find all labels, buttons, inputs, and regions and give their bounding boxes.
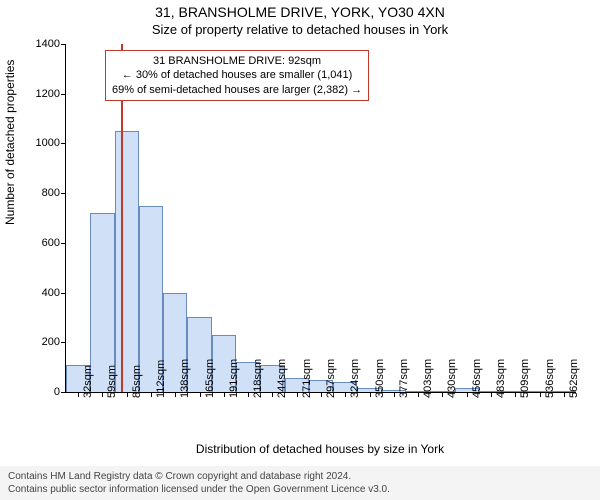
callout-line-1: 31 BRANSHOLME DRIVE: 92sqm — [112, 54, 362, 68]
x-tick-mark — [515, 392, 516, 397]
chart-container: { "title": "31, BRANSHOLME DRIVE, YORK, … — [0, 0, 600, 500]
x-tick-label: 483sqm — [495, 359, 507, 398]
x-tick-mark — [418, 392, 419, 397]
y-tick-mark — [61, 342, 66, 343]
y-tick-mark — [61, 392, 66, 393]
x-tick-label: 218sqm — [252, 359, 264, 398]
x-tick-label: 191sqm — [228, 359, 240, 398]
x-tick-label: 244sqm — [276, 359, 288, 398]
x-tick-label: 456sqm — [471, 359, 483, 398]
x-tick-label: 430sqm — [446, 359, 458, 398]
y-tick-mark — [61, 44, 66, 45]
chart-subtitle: Size of property relative to detached ho… — [0, 22, 600, 37]
chart-title: 31, BRANSHOLME DRIVE, YORK, YO30 4XN — [0, 4, 600, 20]
y-tick-mark — [61, 193, 66, 194]
y-tick-label: 200 — [42, 336, 60, 348]
x-tick-mark — [491, 392, 492, 397]
x-tick-mark — [272, 392, 273, 397]
x-tick-label: 509sqm — [519, 359, 531, 398]
y-tick-label: 400 — [42, 287, 60, 299]
x-tick-label: 32sqm — [82, 365, 94, 398]
x-tick-mark — [394, 392, 395, 397]
x-tick-mark — [564, 392, 565, 397]
footer-line-2: Contains public sector information licen… — [8, 483, 592, 496]
callout-line-3: 69% of semi-detached houses are larger (… — [112, 83, 362, 97]
y-tick-label: 600 — [42, 237, 60, 249]
footer: Contains HM Land Registry data © Crown c… — [0, 466, 600, 500]
x-tick-label: 403sqm — [422, 359, 434, 398]
x-tick-label: 562sqm — [568, 359, 580, 398]
y-tick-label: 0 — [54, 386, 60, 398]
x-tick-mark — [175, 392, 176, 397]
x-tick-mark — [467, 392, 468, 397]
y-axis-label: Number of detached properties — [3, 205, 17, 225]
x-tick-mark — [370, 392, 371, 397]
x-axis-label: Distribution of detached houses by size … — [65, 442, 575, 456]
y-tick-mark — [61, 243, 66, 244]
x-tick-label: 271sqm — [301, 359, 313, 398]
x-tick-mark — [200, 392, 201, 397]
x-tick-mark — [345, 392, 346, 397]
callout-box: 31 BRANSHOLME DRIVE: 92sqm ← 30% of deta… — [105, 50, 369, 101]
x-tick-label: 138sqm — [179, 359, 191, 398]
x-tick-label: 324sqm — [349, 359, 361, 398]
x-tick-mark — [78, 392, 79, 397]
x-tick-label: 112sqm — [155, 360, 167, 398]
x-tick-label: 297sqm — [325, 359, 337, 398]
x-tick-label: 59sqm — [106, 365, 118, 398]
callout-line-2: ← 30% of detached houses are smaller (1,… — [112, 68, 362, 82]
x-tick-mark — [102, 392, 103, 397]
x-tick-label: 85sqm — [131, 365, 143, 398]
x-tick-mark — [224, 392, 225, 397]
y-tick-label: 1200 — [36, 88, 60, 100]
x-tick-mark — [297, 392, 298, 397]
x-tick-label: 536sqm — [544, 359, 556, 398]
x-tick-mark — [248, 392, 249, 397]
y-tick-mark — [61, 293, 66, 294]
y-tick-mark — [61, 94, 66, 95]
x-tick-label: 377sqm — [398, 359, 410, 398]
x-tick-label: 350sqm — [374, 359, 386, 398]
y-tick-label: 800 — [42, 187, 60, 199]
x-tick-mark — [151, 392, 152, 397]
histogram-bar — [115, 131, 139, 392]
y-tick-mark — [61, 143, 66, 144]
footer-line-1: Contains HM Land Registry data © Crown c… — [8, 470, 592, 483]
y-tick-label: 1000 — [36, 137, 60, 149]
x-tick-mark — [321, 392, 322, 397]
x-tick-label: 165sqm — [204, 359, 216, 398]
x-tick-mark — [540, 392, 541, 397]
x-tick-mark — [442, 392, 443, 397]
y-tick-label: 1400 — [36, 38, 60, 50]
x-tick-mark — [127, 392, 128, 397]
